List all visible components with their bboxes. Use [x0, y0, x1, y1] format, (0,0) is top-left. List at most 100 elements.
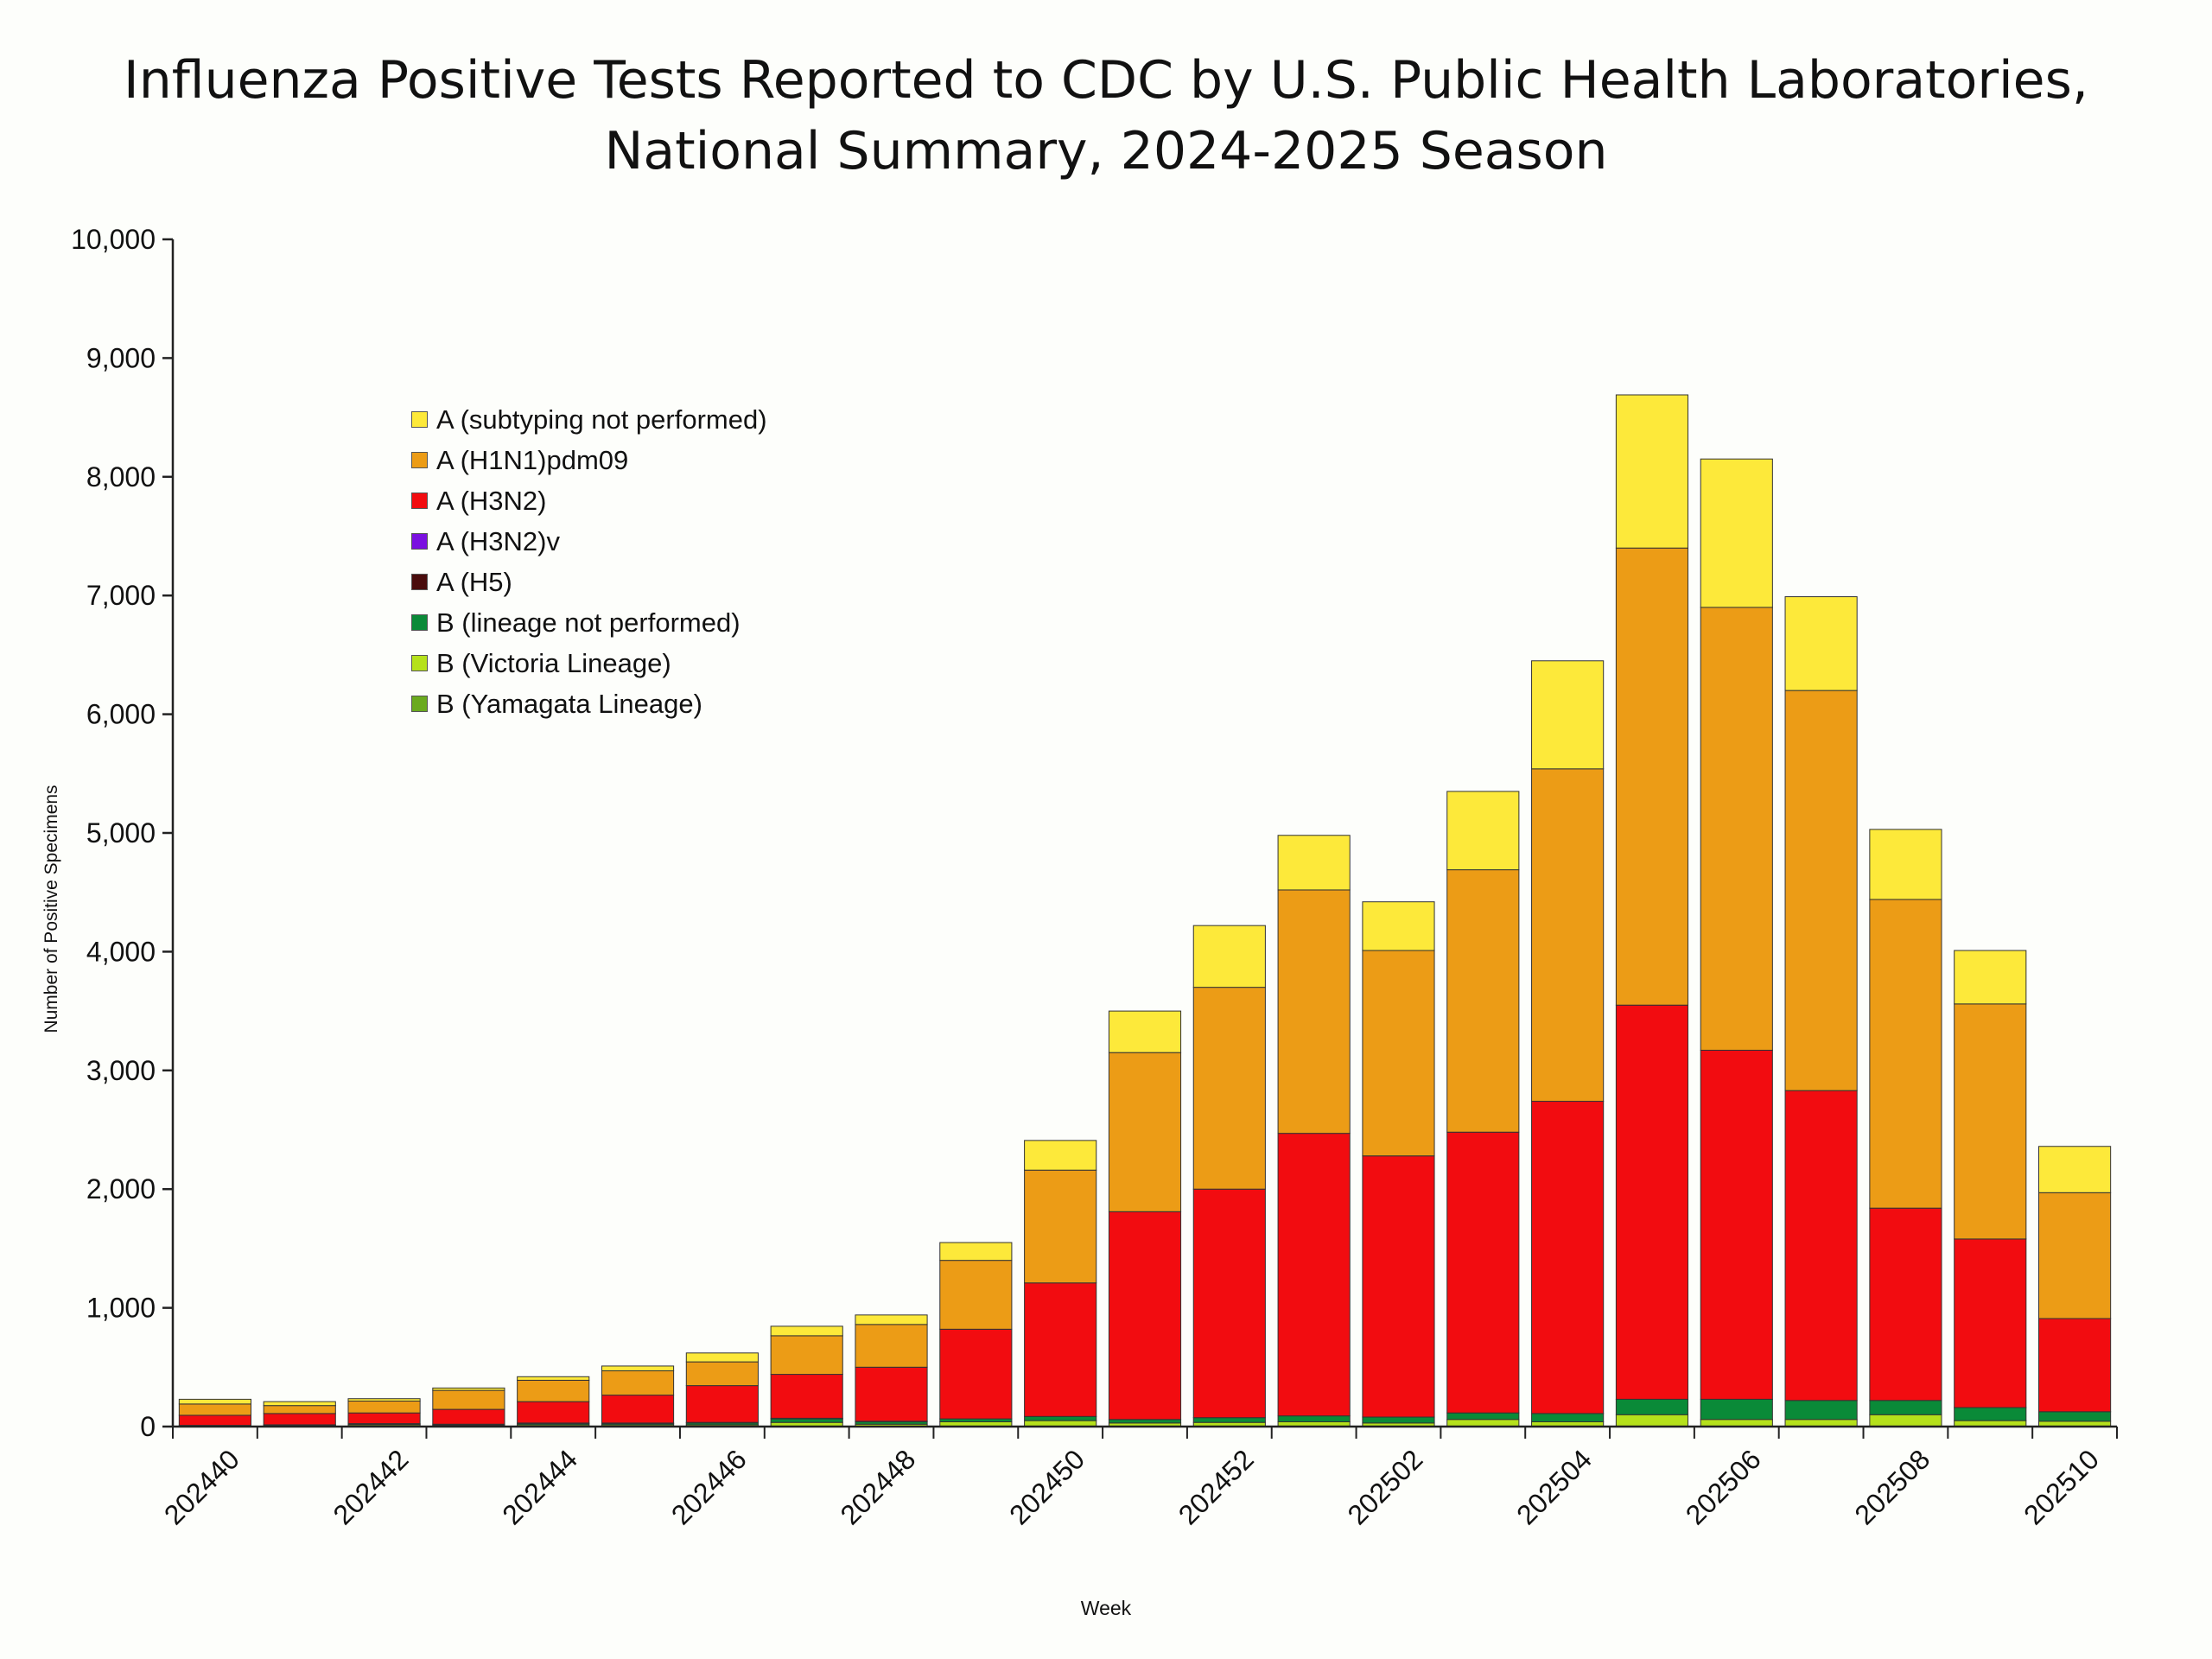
bar-segment-202506-6 — [1700, 607, 1773, 1051]
x-tick-label: 202448 — [835, 1443, 922, 1530]
bar-segment-202448-7 — [855, 1314, 928, 1325]
bar-segment-202442-5 — [347, 1412, 421, 1425]
x-tick-label: 202506 — [1680, 1443, 1767, 1530]
chart-title: Influenza Positive Tests Reported to CDC… — [0, 45, 2212, 187]
bar-segment-202507-7 — [1784, 596, 1858, 691]
bar-segment-202444-6 — [517, 1379, 590, 1402]
bar-segment-202501-2 — [1277, 1415, 1351, 1423]
bar-segment-202452-2 — [1192, 1417, 1266, 1423]
bar-segment-202506-7 — [1700, 458, 1773, 608]
bar-segment-202505-6 — [1615, 547, 1689, 1006]
bar-segment-202502-5 — [1362, 1155, 1435, 1418]
bar-segment-202440-6 — [178, 1403, 251, 1416]
bar-segment-202452-7 — [1192, 925, 1266, 988]
bar-segment-202445-6 — [601, 1370, 675, 1396]
legend-label: A (H3N2) — [436, 485, 547, 516]
legend-label: A (subtyping not performed) — [436, 404, 767, 435]
bar-segment-202509-7 — [1954, 950, 2027, 1005]
y-tick-label: 0 — [140, 1411, 156, 1442]
legend: A (subtyping not performed) A (H1N1)pdm09… — [411, 399, 767, 724]
bar-segment-202441-5 — [263, 1413, 336, 1426]
legend-item: A (subtyping not performed) — [411, 399, 767, 440]
bar-segment-202502-2 — [1362, 1416, 1435, 1424]
legend-label: B (Yamagata Lineage) — [436, 688, 702, 719]
bar-segment-202504-5 — [1531, 1101, 1605, 1414]
bar-segment-202508-2 — [1869, 1400, 1942, 1415]
bar-segment-202503-2 — [1446, 1412, 1520, 1421]
bar-segment-202501-7 — [1277, 835, 1351, 891]
bar-segment-202444-7 — [517, 1376, 590, 1381]
legend-item: B (Victoria Lineage) — [411, 643, 767, 683]
bar-segment-202440-7 — [178, 1398, 251, 1405]
legend-label: B (lineage not performed) — [436, 607, 741, 638]
bar-segment-202443-6 — [432, 1389, 505, 1410]
bar-segment-202448-5 — [855, 1366, 928, 1422]
y-tick-label: 1,000 — [86, 1293, 156, 1324]
bar-segment-202504-6 — [1531, 768, 1605, 1103]
x-tick-label: 202508 — [1848, 1443, 1936, 1530]
bar-segment-202447-5 — [770, 1374, 843, 1419]
bar-segment-202509-6 — [1954, 1003, 2027, 1240]
bar-segment-202502-6 — [1362, 950, 1435, 1157]
x-tick-label: 202442 — [327, 1443, 415, 1530]
bar-segment-202508-1 — [1869, 1414, 1942, 1427]
bar-segment-202450-2 — [1024, 1415, 1097, 1421]
y-tick-label: 6,000 — [86, 699, 156, 730]
y-tick-label: 3,000 — [86, 1055, 156, 1086]
legend-item: A (H5) — [411, 562, 767, 602]
y-tick-label: 10,000 — [71, 224, 156, 255]
bar-segment-202450-6 — [1024, 1169, 1097, 1284]
y-tick-label: 5,000 — [86, 817, 156, 849]
bar-segment-202452-5 — [1192, 1188, 1266, 1419]
x-tick-label: 202446 — [665, 1443, 753, 1530]
y-tick-label: 8,000 — [86, 461, 156, 493]
bar-segment-202443-7 — [432, 1387, 505, 1391]
bar-segment-202450-7 — [1024, 1140, 1097, 1171]
bar-segment-202445-7 — [601, 1365, 675, 1371]
x-tick-label: 202444 — [496, 1443, 583, 1530]
legend-label: A (H1N1)pdm09 — [436, 444, 629, 475]
x-axis-label: Week — [1080, 1597, 1132, 1619]
bar-segment-202441-6 — [263, 1405, 336, 1414]
y-tick-label: 4,000 — [86, 936, 156, 967]
bar-segment-202502-7 — [1362, 901, 1435, 951]
bar-segment-202506-5 — [1700, 1049, 1773, 1400]
bar-segment-202508-6 — [1869, 899, 1942, 1209]
legend-label: B (Victoria Lineage) — [436, 647, 671, 678]
bar-segment-202507-6 — [1784, 690, 1858, 1091]
bar-segment-202449-7 — [939, 1242, 1013, 1262]
bar-segment-202507-5 — [1784, 1090, 1858, 1402]
legend-swatch — [411, 411, 428, 428]
y-tick-label: 2,000 — [86, 1173, 156, 1205]
x-tick-label: 202440 — [158, 1443, 245, 1530]
bar-segment-202449-2 — [939, 1418, 1013, 1423]
x-tick-label: 202502 — [1341, 1443, 1428, 1530]
bar-segment-202449-5 — [939, 1328, 1013, 1420]
bar-segment-202451-7 — [1108, 1010, 1182, 1053]
bar-segment-202510-7 — [2038, 1146, 2112, 1193]
bar-segment-202501-5 — [1277, 1133, 1351, 1417]
bar-segment-202505-1 — [1615, 1414, 1689, 1427]
bar-segment-202451-6 — [1108, 1052, 1182, 1212]
legend-swatch — [411, 452, 428, 468]
bar-segment-202508-7 — [1869, 829, 1942, 900]
bar-segment-202443-5 — [432, 1408, 505, 1425]
y-axis-label: Number of Positive Specimens — [41, 785, 61, 1033]
bar-segment-202446-7 — [685, 1352, 759, 1363]
legend-swatch — [411, 696, 428, 712]
legend-item: A (H3N2)v — [411, 521, 767, 562]
bar-segment-202510-5 — [2038, 1318, 2112, 1413]
bar-segment-202505-7 — [1615, 394, 1689, 549]
bar-segment-202509-5 — [1954, 1238, 2027, 1408]
x-tick-label: 202450 — [1003, 1443, 1090, 1530]
bar-segment-202504-2 — [1531, 1413, 1605, 1423]
bar-segment-202506-2 — [1700, 1398, 1773, 1421]
bar-segment-202508-5 — [1869, 1207, 1942, 1402]
x-tick-label: 202504 — [1510, 1443, 1598, 1530]
legend-swatch — [411, 574, 428, 590]
title-line-1: Influenza Positive Tests Reported to CDC… — [124, 50, 2088, 111]
legend-label: A (H5) — [436, 566, 512, 597]
bar-segment-202448-6 — [855, 1324, 928, 1368]
bar-segment-202503-5 — [1446, 1131, 1520, 1414]
title-line-2: National Summary, 2024-2025 Season — [604, 121, 1608, 181]
